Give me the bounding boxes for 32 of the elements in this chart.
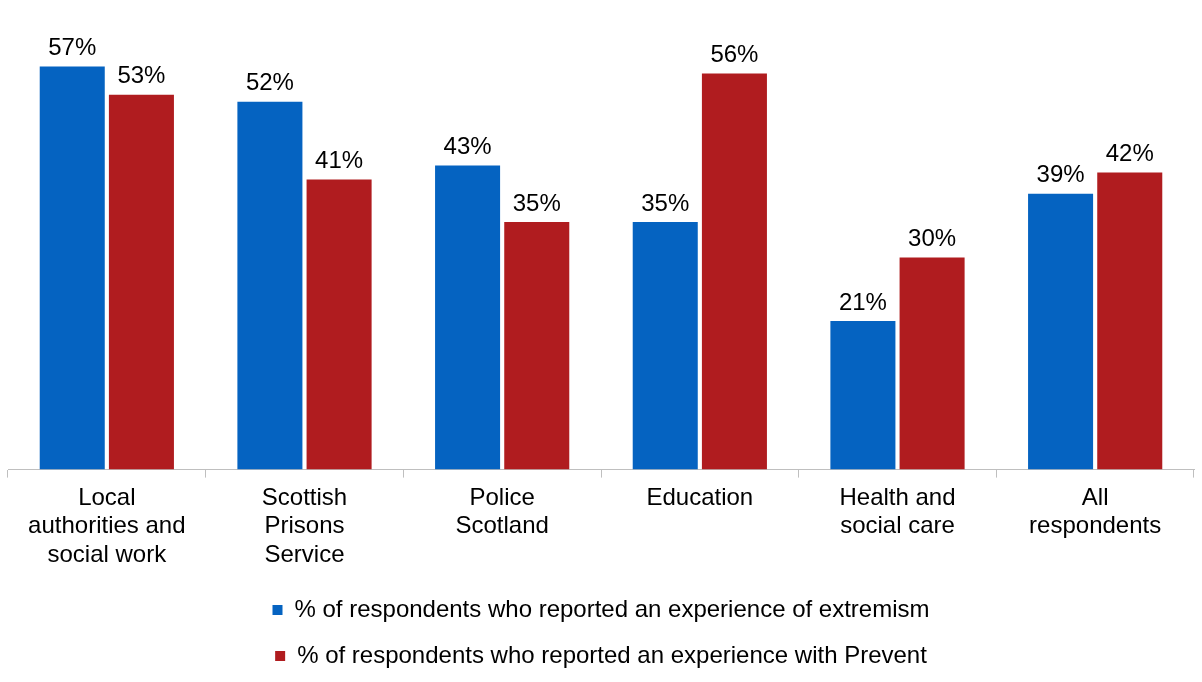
- x-tick-label: Education: [646, 482, 754, 510]
- data-label: 21%: [838, 287, 887, 315]
- data-label: 39%: [1036, 160, 1085, 188]
- data-label: 56%: [710, 40, 759, 68]
- bar: [632, 222, 698, 470]
- bar: [899, 257, 965, 470]
- bar: [108, 94, 174, 470]
- bar: [1097, 172, 1163, 470]
- data-label: 30%: [908, 224, 957, 252]
- bar: [1028, 193, 1094, 470]
- bar: [830, 321, 896, 470]
- data-label: 43%: [443, 132, 492, 160]
- bar: [435, 165, 501, 470]
- x-tick-label: All respondents: [1029, 482, 1162, 539]
- data-label: 42%: [1105, 139, 1154, 167]
- x-tick-label: Health and social care: [839, 482, 956, 539]
- x-tick-label: Local authorities and social work: [28, 482, 186, 568]
- data-label: 52%: [245, 68, 294, 96]
- bar: [701, 73, 767, 470]
- data-label: 35%: [641, 188, 690, 216]
- x-tick-label: Scottish Prisons Service: [261, 482, 348, 568]
- data-label: 57%: [48, 33, 97, 61]
- data-label: 41%: [315, 146, 364, 174]
- data-label: 53%: [117, 61, 166, 89]
- data-label: 35%: [512, 188, 561, 216]
- bar: [504, 222, 570, 470]
- legend-label: % of respondents who reported an experience of extremism: [294, 594, 930, 622]
- bar: [39, 66, 105, 470]
- bar: [306, 179, 372, 470]
- bar: [237, 101, 303, 470]
- x-tick-label: Police Scotland: [455, 482, 549, 539]
- legend-label: % of respondents who reported an experience with Prevent: [297, 640, 928, 668]
